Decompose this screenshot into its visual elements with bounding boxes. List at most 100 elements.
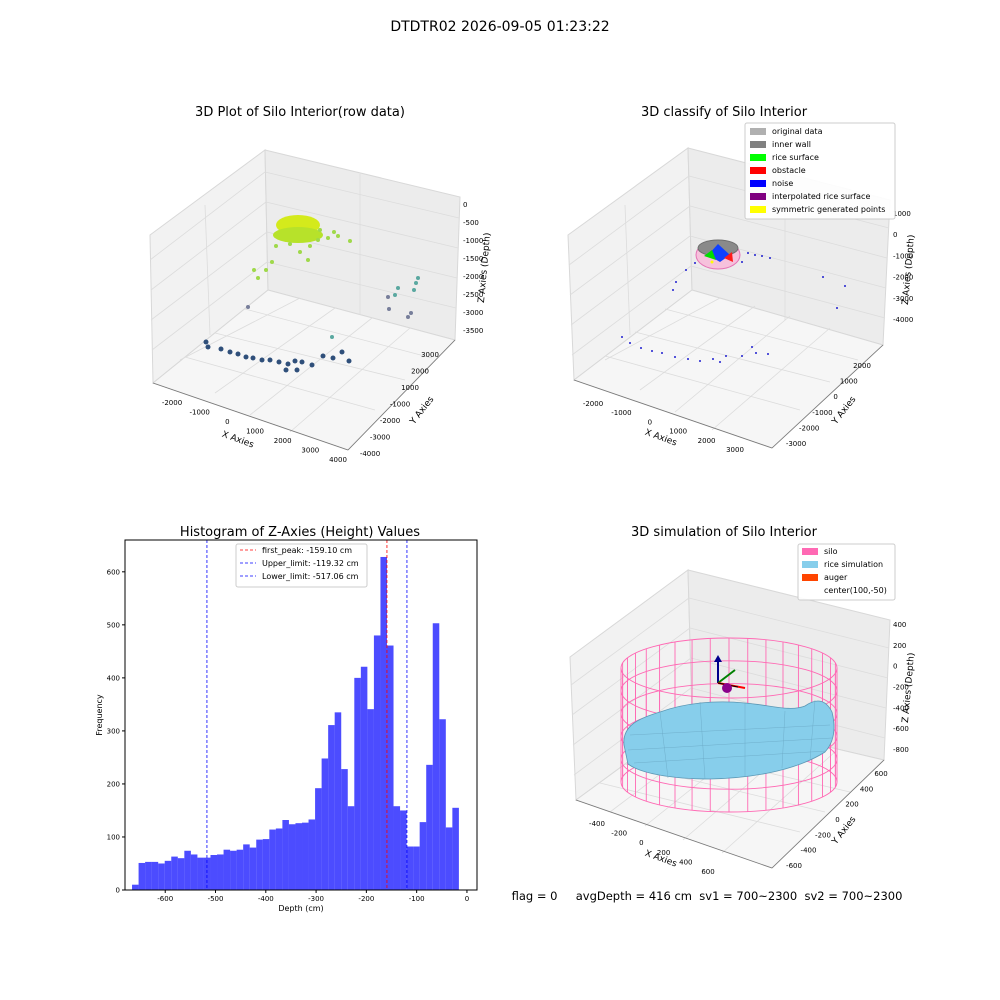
panel1-z-tick: -500 [463, 219, 479, 227]
histogram-bar [223, 849, 231, 890]
panel2-y-tick: 1000 [840, 378, 858, 386]
histogram-bar [419, 822, 427, 890]
chart-title: Histogram of Z-Axies (Height) Values [180, 525, 420, 540]
histogram-bar [439, 719, 446, 890]
legend-swatch [802, 574, 818, 581]
panel4-y-tick: -600 [786, 862, 802, 870]
panel1-z-tick: 0 [463, 201, 467, 209]
histogram-bar [262, 839, 270, 890]
histogram-bar [217, 854, 224, 890]
panel4-z-tick: 0 [893, 663, 897, 671]
panel-raw-data: 3D Plot of Silo Interior(row data) [149, 105, 493, 464]
legend-swatch [750, 128, 766, 135]
panel2-legend: original data inner wall rice surface obsta… [750, 127, 885, 214]
histogram-bar [413, 846, 420, 890]
histogram-bar [445, 827, 453, 890]
panel2-z-label: Z Axies (Depth) [901, 234, 917, 305]
panel1-x-tick: -2000 [162, 399, 182, 407]
histogram-bar [203, 857, 211, 890]
panel2-y-tick: 0 [833, 393, 837, 401]
panel4-x-tick: -200 [611, 830, 627, 838]
histogram-bar [249, 847, 257, 890]
panel4-x-tick: -400 [589, 820, 605, 828]
panel1-scatter-navy [203, 339, 352, 373]
panel2-z-tick: 1000 [893, 210, 911, 218]
threshold-lines [206, 540, 408, 890]
legend-label: Lower_limit: -517.06 cm [262, 572, 359, 581]
histogram-bar [275, 828, 283, 890]
panel4-legend: silo rice simulation auger center(100,-50) [802, 547, 887, 595]
histogram-bar [197, 857, 204, 890]
auger-marker [714, 655, 746, 693]
y-axis-label: Frequency [95, 694, 104, 736]
panel1-z-tick: -3500 [463, 327, 483, 335]
panel4-z-tick: -600 [893, 725, 909, 733]
panel1-axis-lines [152, 339, 456, 451]
panel4-x-ticks: -400 -200 0 200 400 600 [589, 820, 715, 876]
panel1-y-tick: -4000 [360, 450, 380, 458]
legend-label: symmetric generated points [772, 205, 885, 214]
histogram-bars [132, 556, 459, 890]
panel1-x-tick: 0 [225, 418, 229, 426]
panel2-z-tick: -2000 [893, 274, 913, 282]
y-tick-label: 600 [107, 568, 120, 576]
panel4-z-tick: -400 [893, 704, 909, 712]
panel1-y-tick: -3000 [370, 434, 390, 442]
histogram-bar [177, 858, 185, 890]
panel4-title: 3D simulation of Silo Interior [631, 525, 818, 540]
histogram-bar [236, 849, 244, 890]
histogram-bar [328, 725, 335, 890]
panel4-y-tick: -200 [815, 831, 831, 839]
panel1-scatter-green [252, 228, 352, 280]
legend-swatch [802, 548, 818, 555]
panel2-symmetric-points [710, 260, 714, 264]
histogram-bar [432, 623, 440, 890]
panel4-z-ticks: 400 200 0 -200 -400 -600 -800 [893, 621, 909, 754]
histogram-bar [138, 862, 146, 890]
status-line: flag = 0 avgDepth = 416 cm sv1 = 700~230… [512, 889, 903, 903]
histogram-bar [426, 764, 433, 890]
panel2-obstacle [724, 252, 733, 262]
legend-label: center(100,-50) [824, 586, 887, 595]
legend-label: auger [824, 573, 848, 582]
x-tick-label: 0 [465, 895, 469, 903]
panel4-x-tick: 600 [701, 868, 714, 876]
y-ticks: 0 100 200 300 400 500 600 [107, 568, 125, 895]
histogram-bar [400, 810, 407, 890]
panel4-z-tick: 200 [893, 642, 906, 650]
histogram-bar [373, 635, 381, 890]
histogram-bar [315, 788, 322, 890]
panel2-z-tick: -3000 [893, 295, 913, 303]
panel1-x-tick: -1000 [189, 409, 209, 417]
histogram-bar [230, 850, 237, 890]
histogram-bar [243, 844, 250, 890]
panel-simulation: 3D simulation of Silo Interior [569, 525, 917, 876]
panel2-y-tick: -2000 [799, 424, 819, 432]
panel2-classified-points [621, 239, 846, 363]
panel1-x-tick: 3000 [301, 447, 319, 455]
legend-label: rice surface [772, 153, 819, 162]
panel1-x-tick: 2000 [274, 437, 292, 445]
histogram-bar [341, 769, 348, 890]
panel1-y-tick: 1000 [401, 384, 419, 392]
histogram-bar [282, 820, 289, 890]
panel1-z-tick: -2500 [463, 291, 483, 299]
panel4-z-tick: 400 [893, 621, 906, 629]
panel2-grid [568, 173, 890, 431]
panel4-y-tick: 400 [860, 785, 873, 793]
panel2-x-tick: 1000 [669, 428, 687, 436]
panel1-x-ticks: -2000 -1000 0 1000 2000 3000 4000 [162, 399, 347, 464]
panel4-x-tick: 200 [657, 849, 670, 857]
panel1-y-label: Y Axies [408, 395, 437, 428]
legend-label: inner wall [772, 140, 811, 149]
legend-label: first_peak: -159.10 cm [262, 546, 352, 555]
panel1-scatter-grey [246, 295, 413, 319]
legend-label: rice simulation [824, 560, 883, 569]
histogram-bar [354, 677, 361, 890]
panel2-title: 3D classify of Silo Interior [641, 105, 808, 120]
x-ticks: -600 -500 -400 -300 -200 -100 0 [157, 890, 469, 903]
legend-label: silo [824, 547, 838, 556]
x-tick-label: -100 [409, 895, 425, 903]
